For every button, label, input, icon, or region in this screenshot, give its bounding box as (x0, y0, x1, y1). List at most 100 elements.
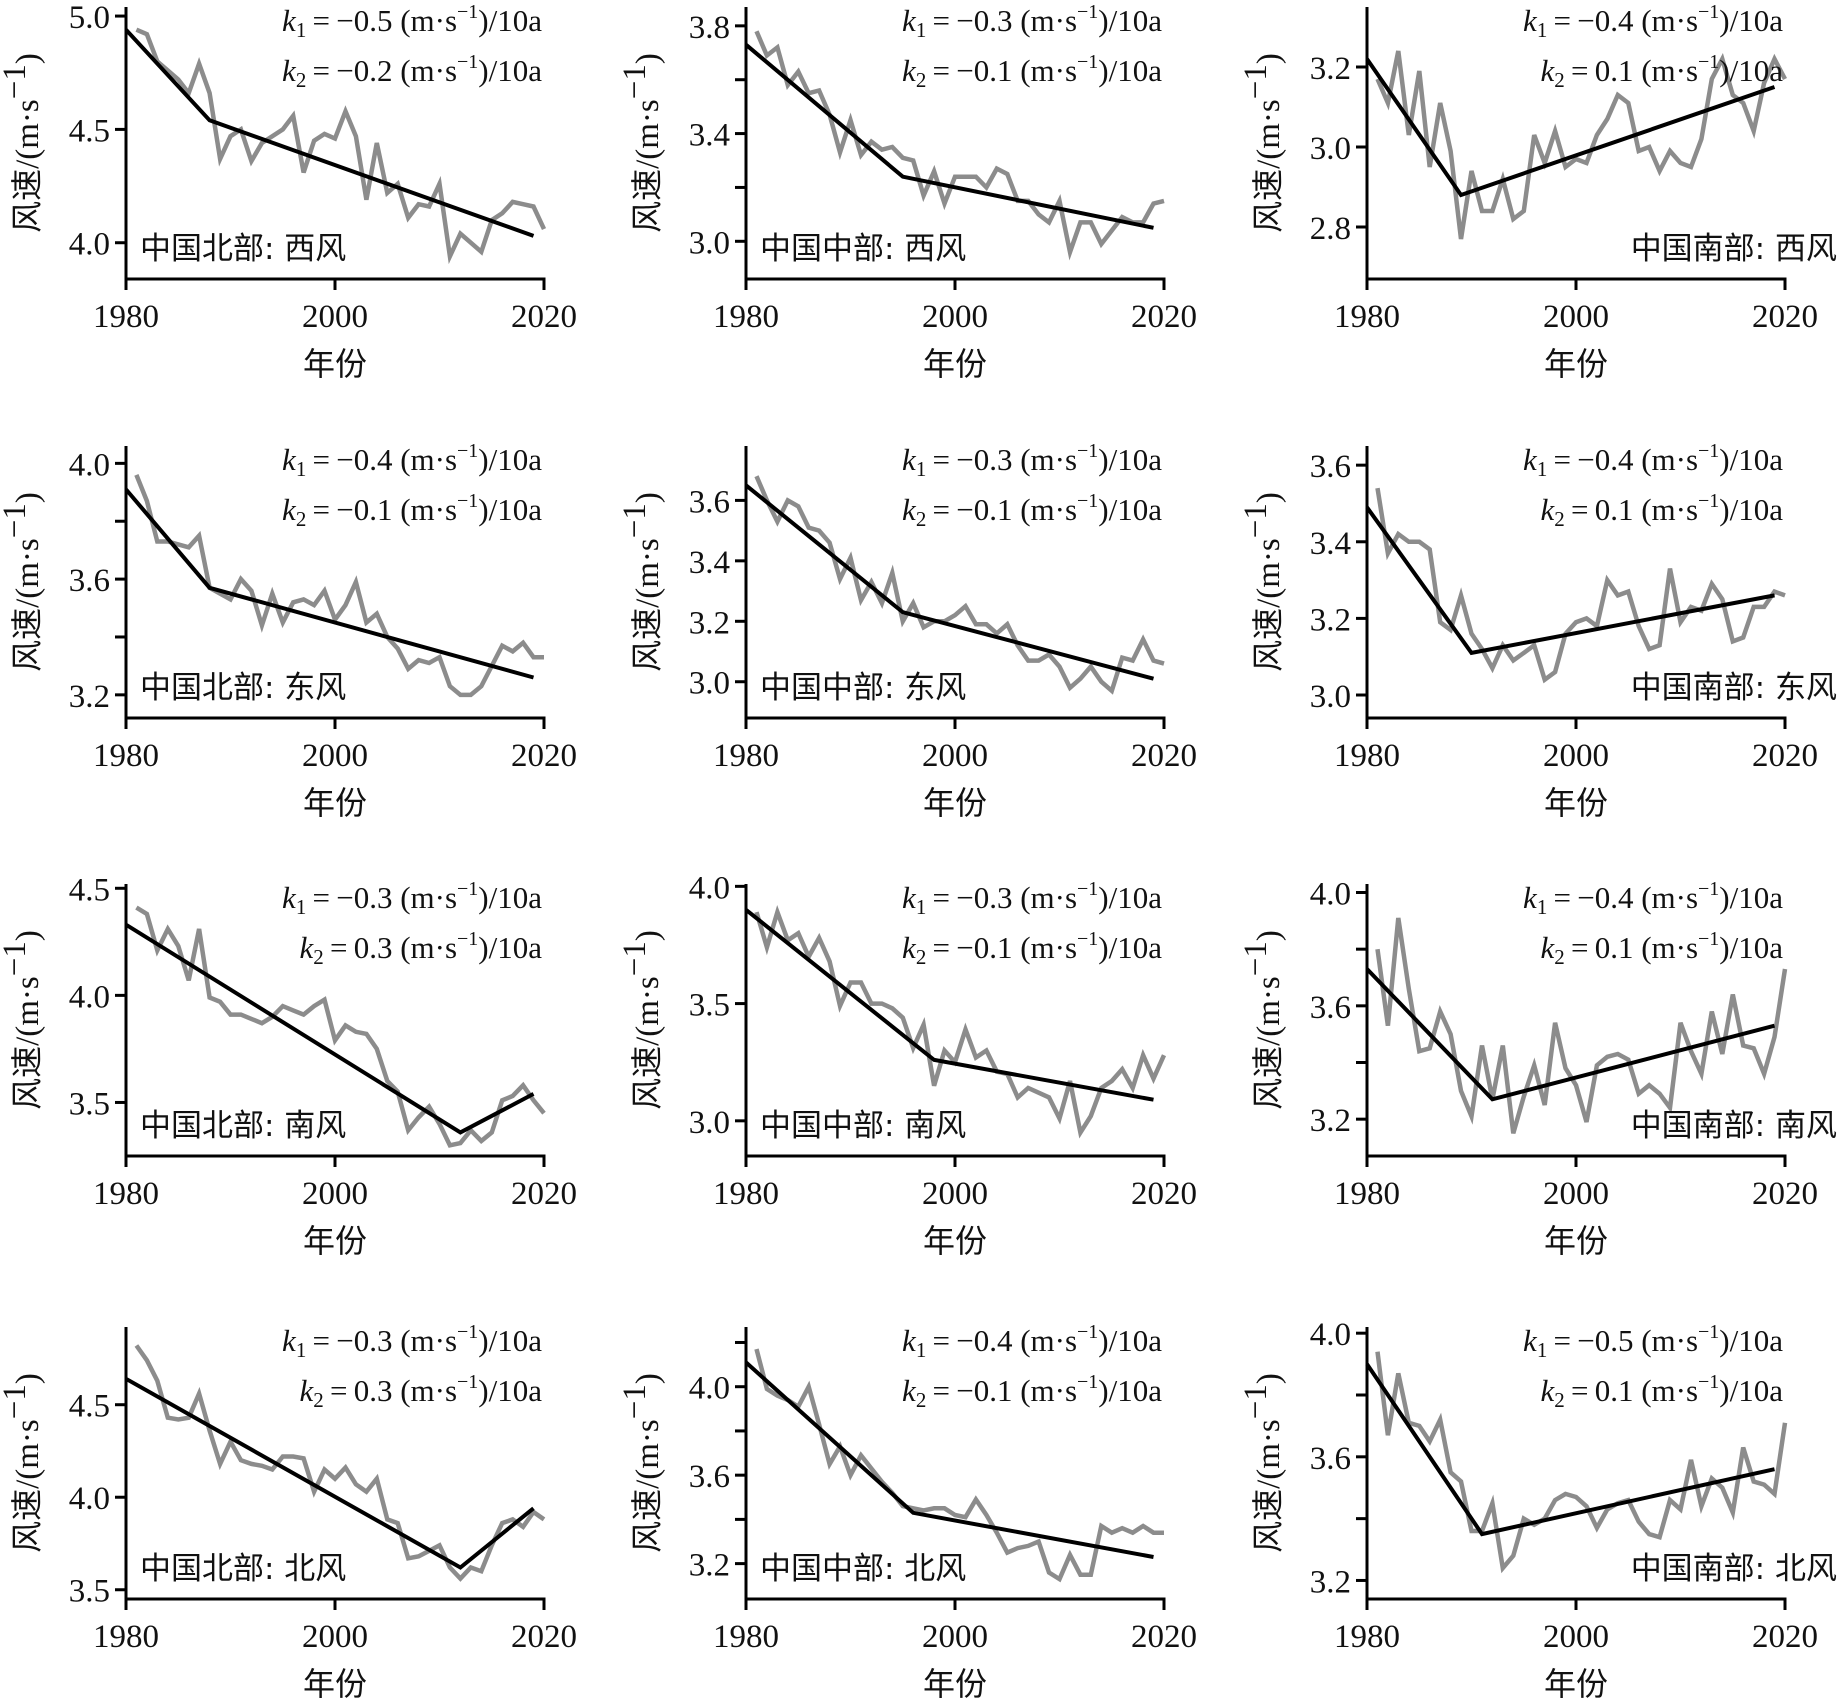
y-axis-label: 风速/(m·s−1) (0, 492, 46, 672)
x-tick-label: 2000 (922, 1176, 988, 1212)
k2-annotation: k2 = 0.1 (m·s−1)/10a (1541, 928, 1784, 969)
y-tick-label: 3.6 (689, 1459, 730, 1495)
y-axis-label: 风速/(m·s−1) (0, 1373, 46, 1553)
k1-annotation: k1 = −0.4 (m·s−1)/10a (1523, 1, 1783, 42)
y-tick-label: 3.0 (1310, 679, 1351, 715)
x-tick-label: 1980 (1334, 738, 1400, 774)
y-tick-label: 3.5 (69, 1086, 110, 1122)
panel-3: 1980 2000 2020 2.8 3.0 3.2 风速/(m·s−1) 年份 k1 = −0… (1238, 1, 1837, 383)
k2-annotation: k2 = 0.1 (m·s−1)/10a (1541, 490, 1784, 531)
x-tick-label: 2020 (1131, 1176, 1197, 1212)
y-tick-label: 3.6 (689, 484, 730, 520)
y-tick-label: 4.5 (69, 1389, 110, 1425)
x-tick-label: 2000 (302, 738, 368, 774)
piecewise-trend-line (1365, 506, 1775, 656)
y-tick-label: 4.0 (1310, 877, 1351, 913)
x-tick-label: 2020 (1131, 738, 1197, 774)
y-axis-label: 风速/(m·s−1) (617, 1373, 666, 1553)
x-tick-label: 2020 (511, 1619, 577, 1655)
x-tick-label: 1980 (1334, 299, 1400, 335)
panel-9: 1980 2000 2020 3.2 3.6 4.0 风速/(m·s−1) 年份 k1 = −0… (1238, 877, 1837, 1261)
k1-annotation: k1 = −0.3 (m·s−1)/10a (282, 1321, 542, 1362)
y-tick-label: 4.0 (689, 1371, 730, 1407)
x-tick-label: 1980 (1334, 1176, 1400, 1212)
y-tick-label: 3.0 (689, 225, 730, 261)
panel-1: 1980 2000 2020 4.0 4.5 5.0 风速/(m·s−1) 年份 k1 = −0… (0, 0, 577, 383)
x-axis-label: 年份 (1544, 345, 1608, 383)
y-tick-label: 4.0 (689, 870, 730, 906)
piecewise-trend-line (744, 1360, 1154, 1559)
observed-wind-speed-line (1375, 50, 1787, 240)
panel-10: 1980 2000 2020 3.5 4.0 4.5 风速/(m·s−1) 年份 k1 = −0… (0, 1321, 577, 1702)
y-tick-label: 3.6 (1310, 990, 1351, 1026)
y-tick-label: 3.4 (689, 545, 730, 581)
x-tick-label: 2020 (1752, 1619, 1818, 1655)
panel-6: 1980 2000 2020 3.0 3.2 3.4 3.6 风速/(m·s−1) 年份 k1 =… (1238, 440, 1837, 822)
piecewise-trend-line (125, 1377, 535, 1570)
x-tick-label: 1980 (93, 1619, 159, 1655)
piecewise-trend-line (1365, 1362, 1775, 1537)
observed-wind-speed-line (134, 474, 544, 698)
panel-7: 1980 2000 2020 3.5 4.0 4.5 风速/(m·s−1) 年份 k1 = −0… (0, 872, 577, 1260)
region-label: 中国北部: 北风 (140, 1551, 346, 1587)
y-tick-label: 3.6 (1310, 449, 1351, 485)
k2-annotation: k2 = 0.1 (m·s−1)/10a (1541, 51, 1784, 92)
panel-11: 1980 2000 2020 3.2 3.6 4.0 风速/(m·s−1) 年份 k1 = −0… (617, 1321, 1197, 1702)
observed-wind-speed-line (134, 1344, 546, 1582)
region-label: 中国中部: 西风 (760, 231, 966, 267)
k2-annotation: k2 = −0.1 (m·s−1)/10a (282, 490, 542, 531)
region-label: 中国南部: 东风 (1631, 670, 1837, 706)
observed-wind-speed-line (754, 30, 1165, 261)
x-tick-label: 2020 (1752, 1176, 1818, 1212)
x-axis-label: 年份 (1544, 1665, 1608, 1702)
x-tick-label: 1980 (1334, 1619, 1400, 1655)
k2-annotation: k2 = 0.3 (m·s−1)/10a (300, 928, 543, 969)
k1-annotation: k1 = −0.4 (m·s−1)/10a (1523, 878, 1783, 919)
y-tick-label: 3.2 (1310, 51, 1351, 87)
x-axis-label: 年份 (303, 1665, 367, 1702)
y-tick-label: 3.2 (69, 679, 110, 715)
observed-wind-speed-line (754, 904, 1167, 1139)
panel-5: 1980 2000 2020 3.0 3.2 3.4 3.6 风速/(m·s−1) 年份 k1 =… (617, 440, 1197, 822)
piecewise-trend-line (1365, 57, 1776, 198)
y-tick-label: 3.5 (69, 1574, 110, 1610)
y-tick-label: 4.0 (69, 979, 110, 1015)
region-label: 中国中部: 东风 (760, 670, 966, 706)
x-tick-label: 2000 (922, 1619, 988, 1655)
x-tick-label: 2020 (511, 299, 577, 335)
region-label: 中国北部: 南风 (140, 1108, 346, 1144)
y-tick-label: 4.0 (69, 1481, 110, 1517)
y-axis-label: 风速/(m·s−1) (0, 53, 46, 233)
observed-wind-speed-line (135, 27, 547, 265)
y-tick-label: 5.0 (69, 0, 110, 36)
x-tick-label: 1980 (93, 299, 159, 335)
y-tick-label: 3.2 (1310, 1564, 1351, 1600)
region-label: 中国南部: 南风 (1631, 1108, 1837, 1144)
y-tick-label: 3.5 (689, 988, 730, 1024)
y-tick-label: 4.0 (69, 447, 110, 483)
y-tick-label: 2.8 (1310, 211, 1351, 247)
y-tick-label: 3.2 (1310, 1103, 1351, 1139)
k2-annotation: k2 = 0.1 (m·s−1)/10a (1541, 1371, 1784, 1412)
panel-8: 1980 2000 2020 3.0 3.5 4.0 风速/(m·s−1) 年份 k1 = −0… (617, 870, 1197, 1260)
observed-wind-speed-line (1375, 917, 1788, 1134)
x-axis-label: 年份 (923, 1665, 987, 1702)
region-label: 中国南部: 北风 (1631, 1551, 1837, 1587)
x-tick-label: 2000 (302, 299, 368, 335)
y-tick-label: 3.8 (689, 10, 730, 46)
y-tick-label: 3.6 (1310, 1441, 1351, 1477)
region-label: 中国中部: 北风 (760, 1551, 966, 1587)
y-axis-label: 风速/(m·s−1) (1238, 492, 1287, 672)
x-tick-label: 1980 (713, 299, 779, 335)
x-tick-label: 2020 (1131, 299, 1197, 335)
observed-wind-speed-line (754, 475, 1165, 695)
x-tick-label: 2020 (1131, 1619, 1197, 1655)
x-axis-label: 年份 (923, 345, 987, 383)
x-tick-label: 2000 (1543, 1176, 1609, 1212)
y-tick-label: 3.4 (689, 118, 730, 154)
x-tick-label: 2000 (922, 299, 988, 335)
x-axis-label: 年份 (923, 784, 987, 822)
x-axis-label: 年份 (923, 1222, 987, 1260)
k2-annotation: k2 = 0.3 (m·s−1)/10a (300, 1371, 543, 1412)
